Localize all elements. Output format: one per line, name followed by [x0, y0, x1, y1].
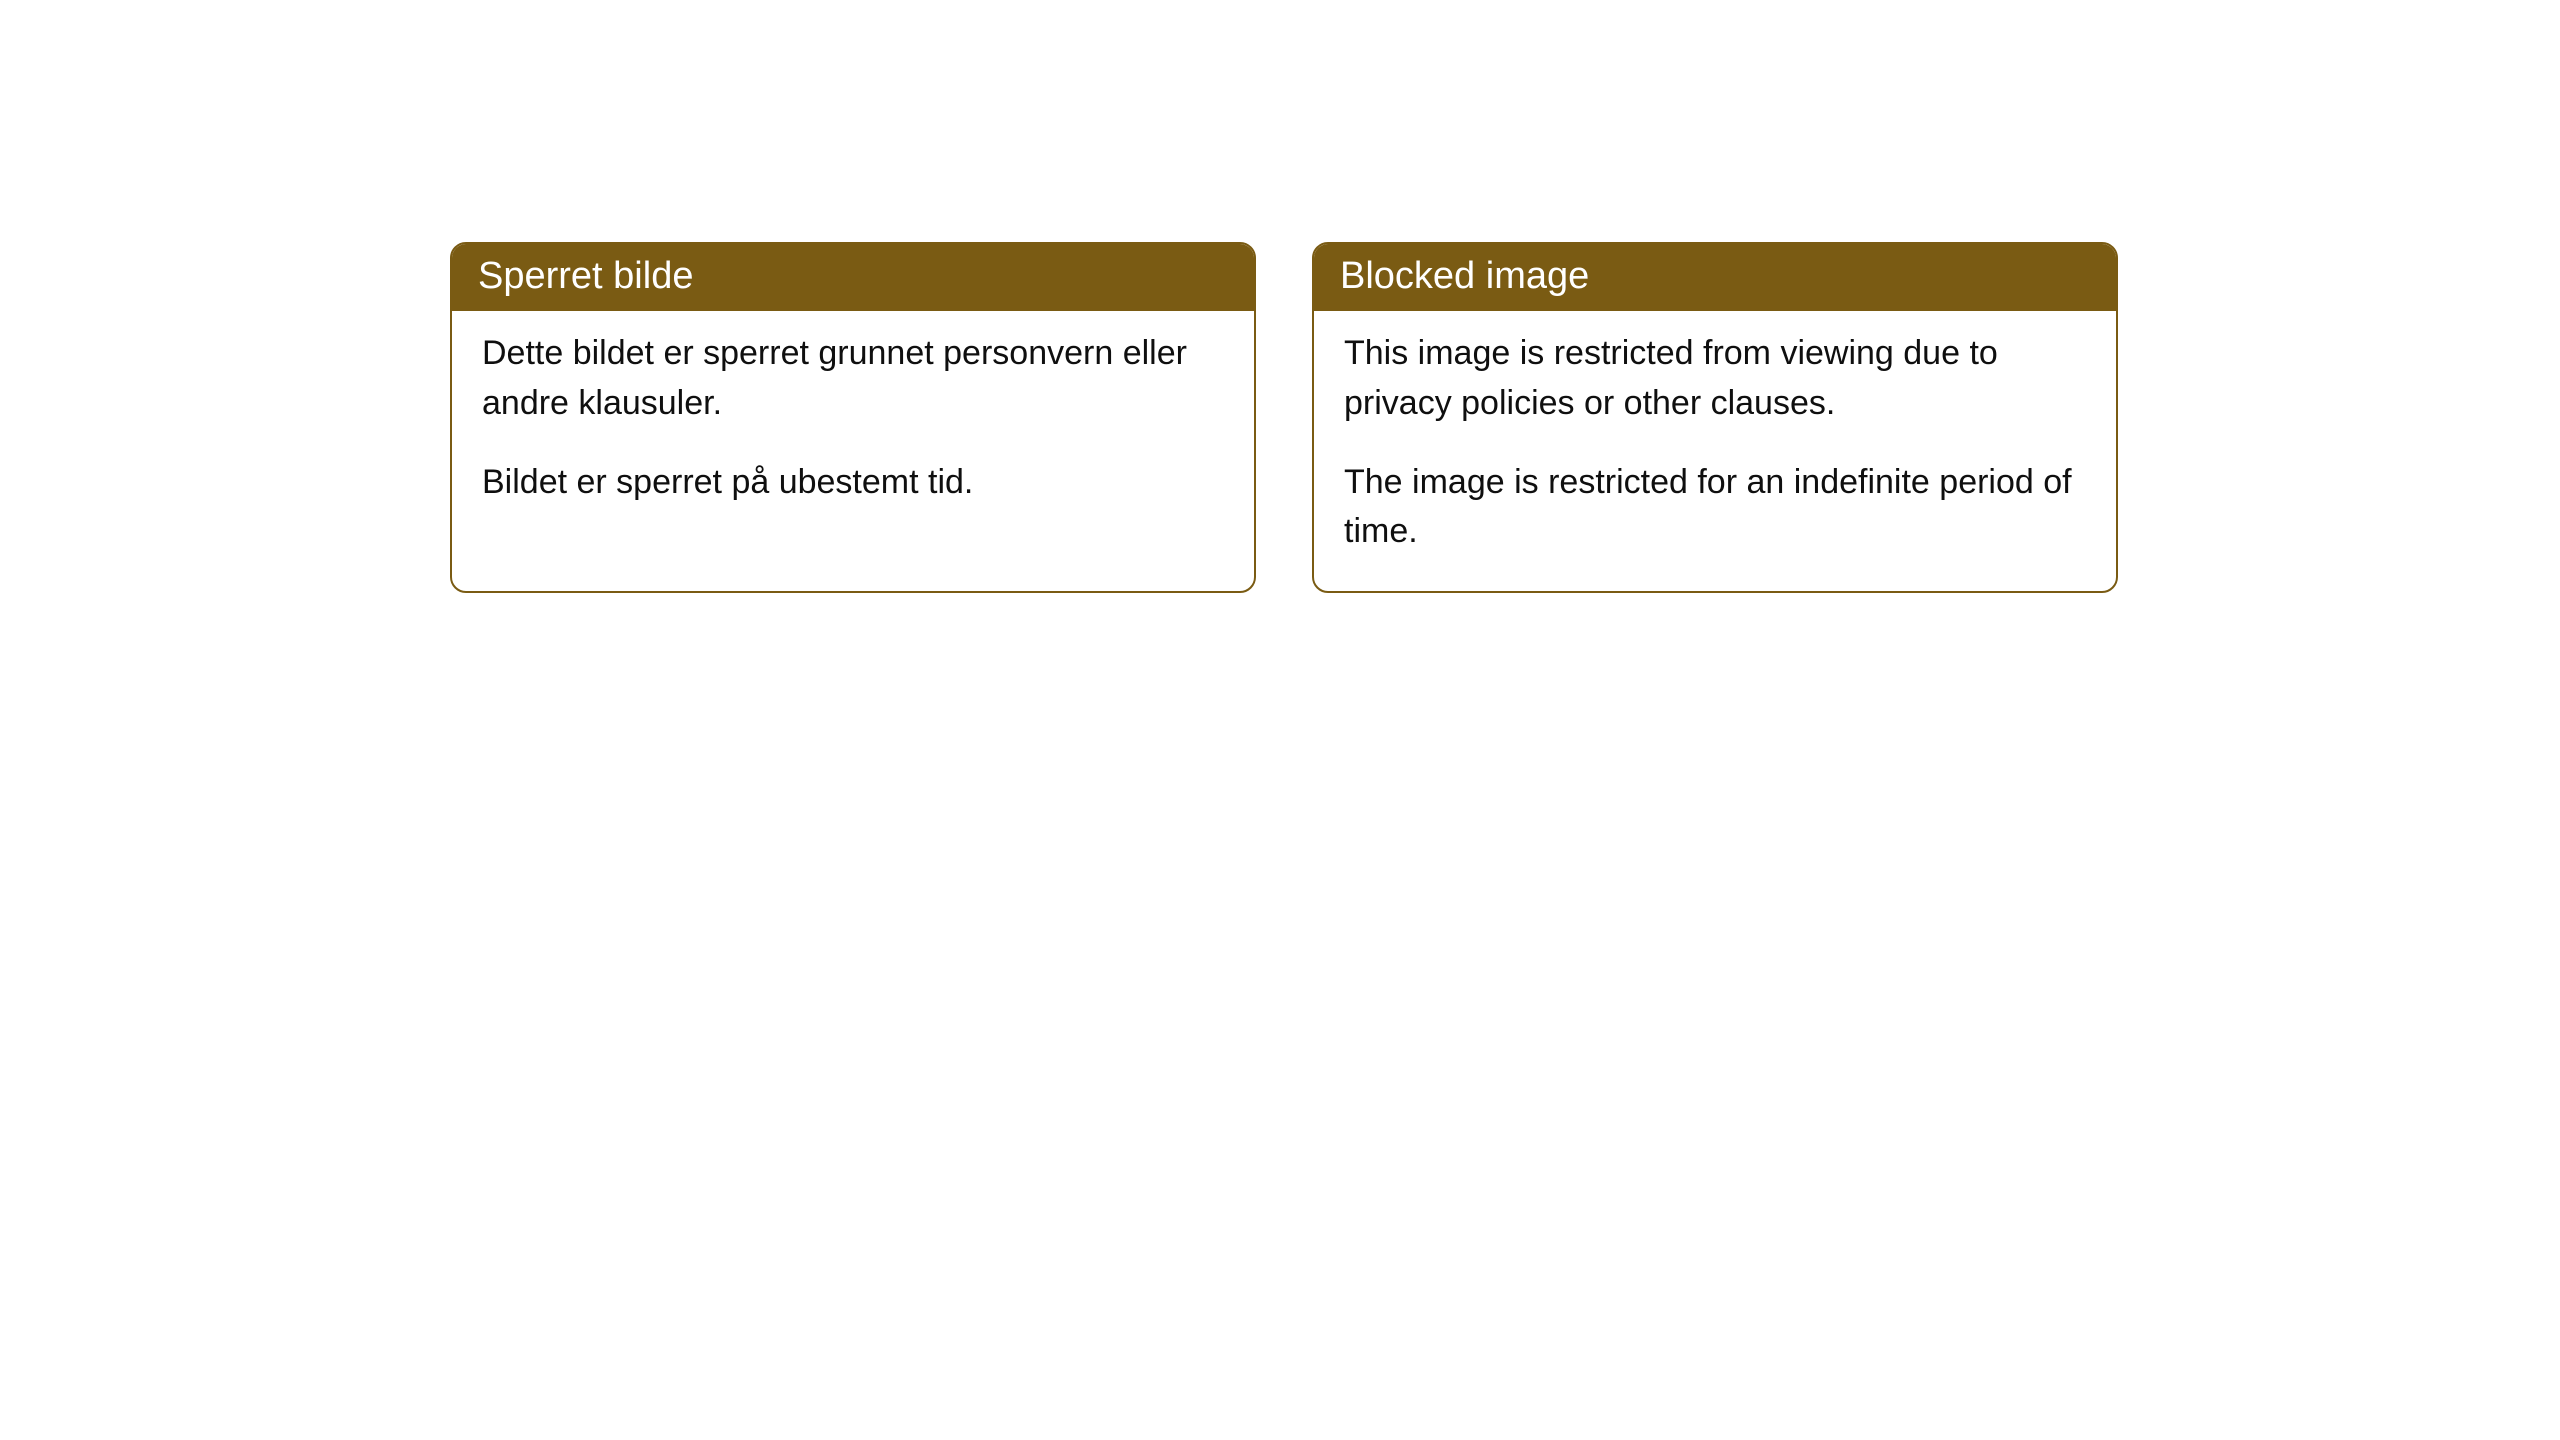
notice-title: Blocked image: [1340, 255, 1589, 297]
notice-card-english: Blocked image This image is restricted f…: [1312, 242, 2118, 593]
notice-header: Sperret bilde: [452, 244, 1254, 311]
notice-paragraph: This image is restricted from viewing du…: [1344, 329, 2086, 428]
notice-body: Dette bildet er sperret grunnet personve…: [452, 311, 1254, 541]
notice-body: This image is restricted from viewing du…: [1314, 311, 2116, 590]
notice-title: Sperret bilde: [478, 255, 693, 297]
notice-paragraph: Dette bildet er sperret grunnet personve…: [482, 329, 1224, 428]
notice-card-norwegian: Sperret bilde Dette bildet er sperret gr…: [450, 242, 1256, 593]
notice-container: Sperret bilde Dette bildet er sperret gr…: [450, 242, 2118, 593]
notice-paragraph: Bildet er sperret på ubestemt tid.: [482, 458, 1224, 507]
notice-paragraph: The image is restricted for an indefinit…: [1344, 458, 2086, 557]
notice-header: Blocked image: [1314, 244, 2116, 311]
